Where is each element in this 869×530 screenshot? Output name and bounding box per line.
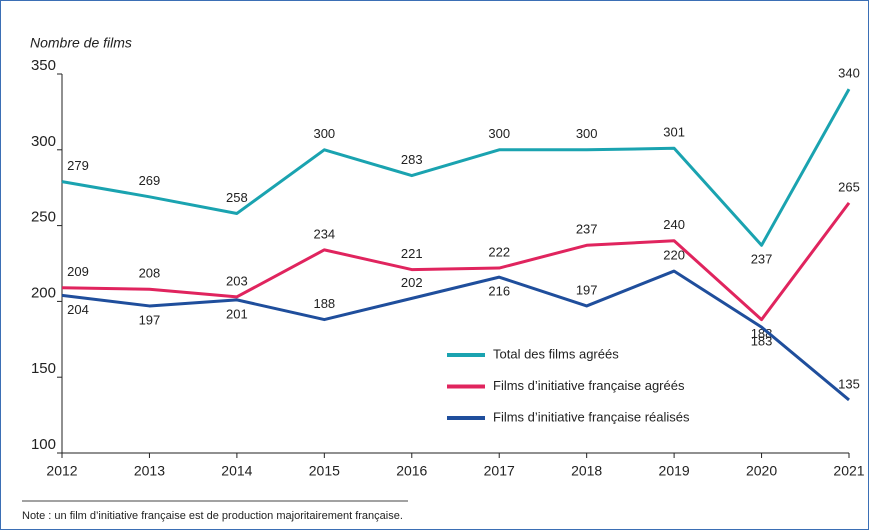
x-tick-label: 2021	[833, 463, 864, 479]
y-tick-label: 150	[31, 360, 56, 377]
data-label: 279	[67, 158, 89, 173]
line	[61, 88, 851, 247]
data-label: 220	[663, 248, 685, 263]
data-label: 237	[751, 252, 773, 267]
data-label: 188	[313, 296, 335, 311]
data-label: 197	[139, 312, 161, 327]
data-label: 265	[838, 179, 860, 194]
x-tick-label: 2019	[659, 463, 690, 479]
data-label: 269	[139, 173, 161, 188]
data-label: 221	[401, 246, 423, 261]
data-label: 197	[576, 282, 598, 297]
data-label: 201	[226, 306, 248, 321]
data-label: 203	[226, 273, 248, 288]
x-tick-label: 2013	[134, 463, 165, 479]
x-tick-label: 2020	[746, 463, 777, 479]
data-label: 340	[838, 66, 860, 81]
y-tick-label: 250	[31, 209, 56, 226]
data-label: 300	[488, 126, 510, 141]
data-label: 216	[488, 284, 510, 299]
y-axis-label: Nombre de films	[30, 35, 132, 51]
data-label: 237	[576, 222, 598, 237]
data-label: 222	[488, 244, 510, 259]
note: Note : un film d’initiative française es…	[22, 510, 403, 522]
data-label: 204	[67, 302, 89, 317]
x-tick-label: 2012	[46, 463, 77, 479]
legend-label: Films d’initiative française réalisés	[493, 409, 690, 424]
data-label: 301	[663, 125, 685, 140]
data-label: 300	[313, 126, 335, 141]
data-label: 234	[313, 226, 335, 241]
line	[61, 269, 850, 402]
data-label: 240	[663, 217, 685, 232]
data-label: 202	[401, 275, 423, 290]
y-tick-label: 300	[31, 133, 56, 150]
x-tick-label: 2014	[221, 463, 252, 479]
line	[61, 201, 851, 322]
data-label: 183	[751, 334, 773, 349]
y-tick-label: 350	[31, 57, 56, 74]
data-label: 258	[226, 190, 248, 205]
data-label: 300	[576, 126, 598, 141]
x-tick-label: 2018	[571, 463, 602, 479]
legend-label: Total des films agréés	[493, 346, 619, 361]
x-tick-label: 2016	[396, 463, 427, 479]
x-tick-label: 2015	[309, 463, 340, 479]
y-tick-label: 100	[31, 436, 56, 453]
data-label: 208	[139, 266, 161, 281]
data-label: 283	[401, 152, 423, 167]
y-tick-label: 200	[31, 284, 56, 301]
legend-label: Films d’initiative française agréés	[493, 378, 685, 393]
data-label: 209	[67, 264, 89, 279]
data-label: 135	[838, 376, 860, 391]
x-tick-label: 2017	[484, 463, 515, 479]
